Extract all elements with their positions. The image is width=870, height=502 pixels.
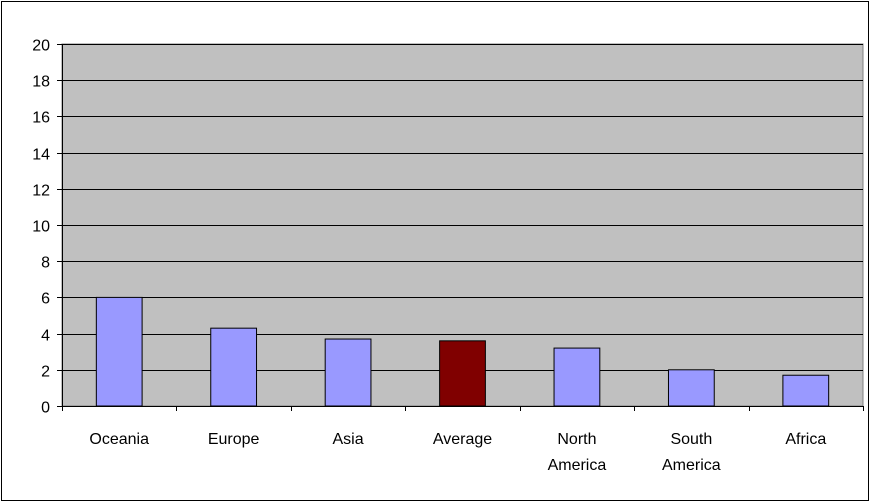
x-tick-label-line: America [662,457,721,474]
y-tick-label: 20 [32,38,50,55]
x-tick-label-line: North [557,431,596,448]
x-tick-label: Europe [208,431,260,448]
y-tick-label: 0 [41,400,50,417]
y-tick-label: 6 [41,291,50,308]
x-tick-label-line: Oceania [89,431,149,448]
bar-north-america [553,347,601,407]
y-tick-label: 2 [41,364,50,381]
x-tick-label: Oceania [89,431,149,448]
x-tick-labels: Oceania Europe Asia Average North AmericaSout… [89,431,826,474]
x-tick-label-line: Africa [785,431,826,448]
x-tick-label: South America [662,431,721,474]
x-tick-label-line: Asia [333,431,364,448]
x-tick-label: Asia [333,431,364,448]
y-tick-label: 18 [32,74,50,91]
axes [57,44,864,411]
y-tick-label: 10 [32,219,50,236]
bar-asia [324,338,372,407]
x-tick-label: Africa [785,431,826,448]
x-tick-label-line: America [548,457,607,474]
x-tick-label-line: Europe [208,431,260,448]
bar-oceania [95,296,143,407]
x-tick-label-line: Average [433,431,492,448]
bar-average [439,340,486,407]
y-tick-labels: 0 2 4 6 8 10 12 14 16 18 20 [32,38,50,417]
y-tick-label: 8 [41,255,50,272]
y-tick-label: 16 [32,110,50,127]
y-tick-label: 4 [41,328,50,345]
x-tick-label-line: South [670,431,712,448]
y-tick-label: 12 [32,183,50,200]
y-tick-label: 14 [32,147,50,164]
x-tick-label: North America [548,431,607,474]
bar-south-america [667,369,715,407]
x-tick-label: Average [433,431,492,448]
bar-europe [210,327,258,407]
gridlines [62,44,863,371]
bar-africa [782,374,830,407]
